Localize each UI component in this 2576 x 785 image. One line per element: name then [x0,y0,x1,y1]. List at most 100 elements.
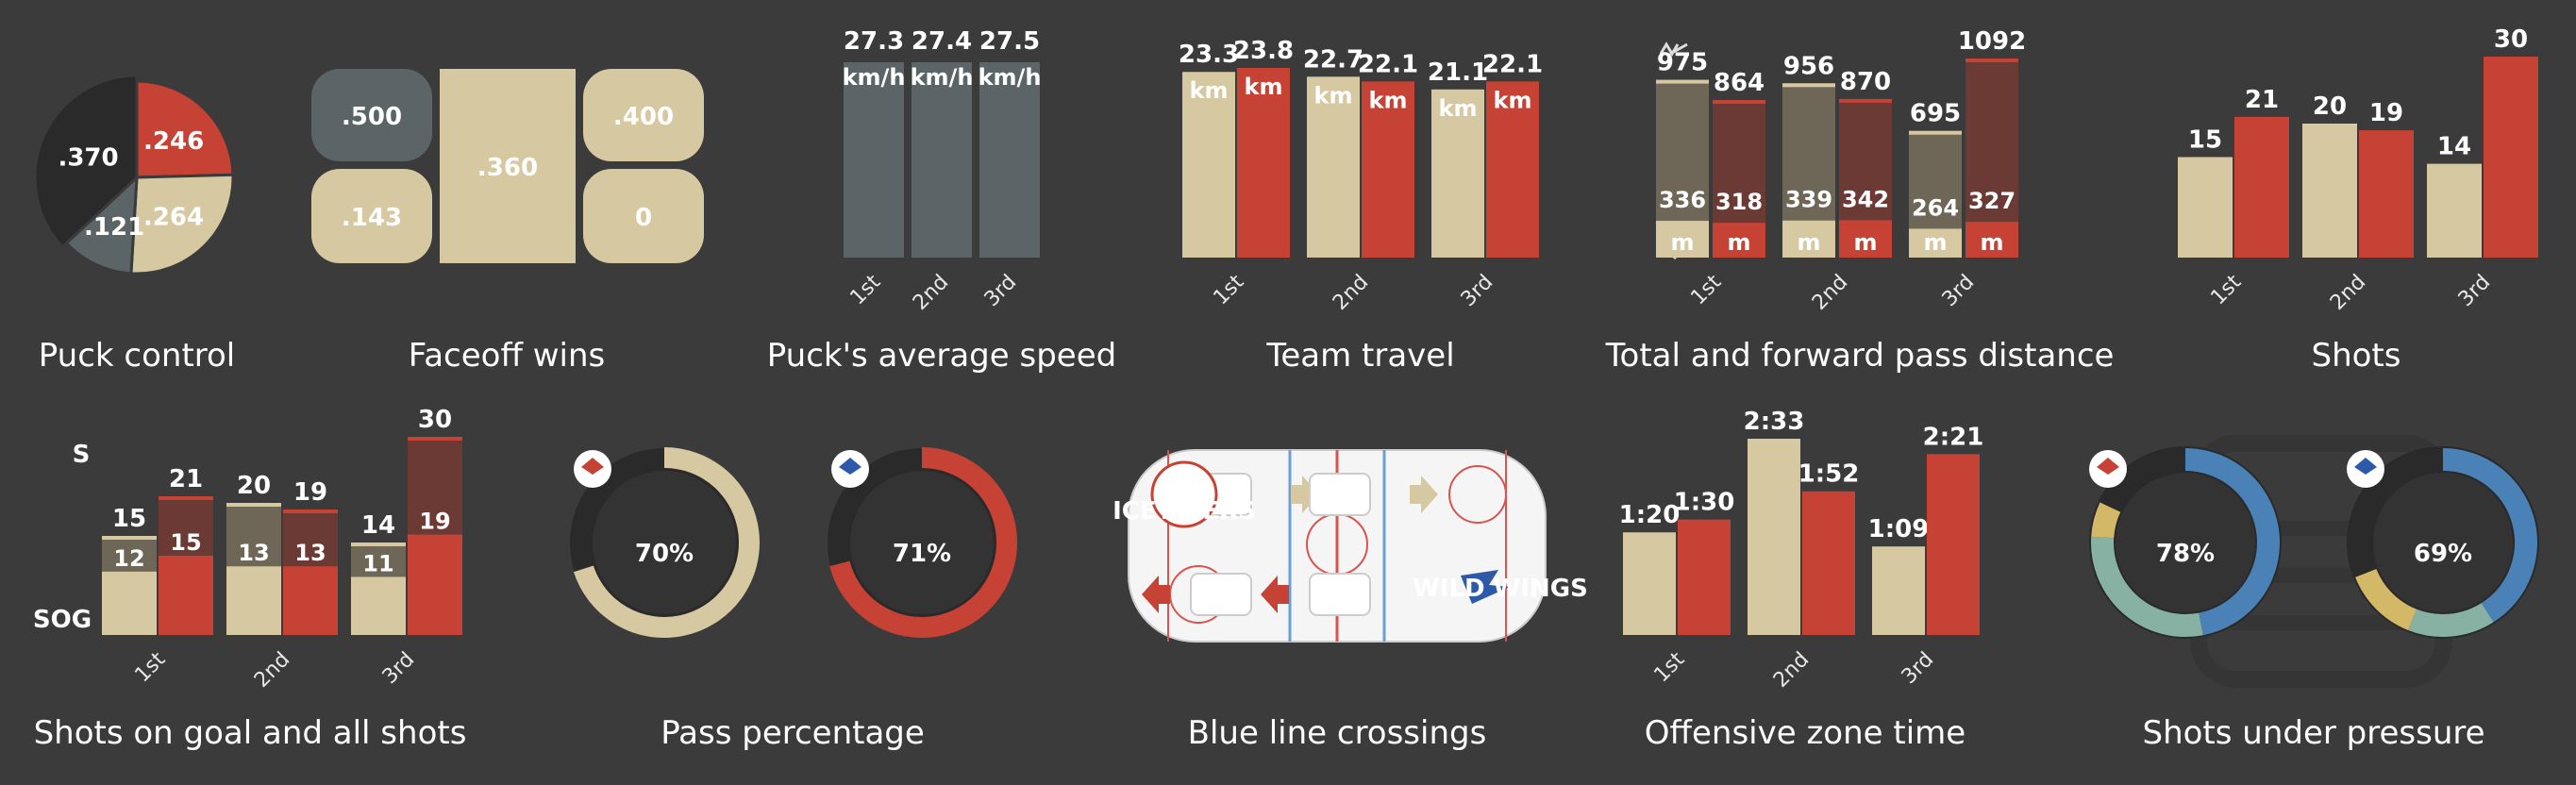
sog-shots-cap [351,543,406,546]
pass-forward-bar [1713,223,1765,258]
sog-goal-bar [283,566,338,635]
faceoff-cell-label: .143 [342,204,402,232]
shots-tick-label: 1st [2206,270,2246,309]
pass-unit-label: m [1853,229,1877,256]
pass-unit-label: m [1797,229,1820,256]
travel-value-label: 22.7 [1303,45,1363,74]
pass-forward-label: 342 [1842,186,1889,212]
travel-bar [1237,68,1290,258]
oz-bar [1802,491,1855,635]
pass-unit-label: m [1980,229,2003,256]
sog-shots-bar [283,509,338,567]
shots-value-label: 30 [2494,25,2528,54]
pass-total-cap [1965,58,2018,62]
pass-forward-bar [1839,220,1892,258]
oz-value-label: 2:33 [1744,408,1805,436]
sog-goal-bar [102,571,157,635]
oz-value-label: 1:09 [1868,515,1930,543]
travel-value-label: 21.1 [1428,58,1488,87]
pass-forward-bar [1656,221,1709,258]
shots-title: Shots [2312,337,2401,375]
logo-mark [839,458,861,475]
speed-tick-label: 2nd [909,271,953,315]
pass-total-bar [1965,58,2018,223]
pressure-ring-segment [2091,502,2121,539]
pass-total-cap [1909,130,1962,135]
pass-percentage-value: 70% [635,540,694,568]
pass-total-bar [1909,130,1962,229]
pass-total-cap [1656,79,1709,84]
pressure-ring-center [2373,473,2513,612]
sog-shots-bar [226,503,281,567]
shots-value-label: 14 [2437,133,2471,161]
pie-slice [64,174,139,276]
shots-bar [2484,57,2538,258]
oz-time-title: Offensive zone time [1645,714,1965,752]
pass-forward-bar [1965,222,2018,258]
sog-goal-label: 13 [238,540,269,566]
faceoff-cell [311,169,432,263]
pass-forward-label: 336 [1659,187,1706,213]
pie-slice [129,173,235,276]
pass-total-cap [1782,83,1835,88]
faceoff-wins-title: Faceoff wins [409,337,605,375]
speed-unit-label: km/h [911,64,974,91]
faceoff-cell-label: .500 [342,103,402,131]
faceoff-cell-label: 0 [635,204,652,232]
puck-speed-title: Puck's average speed [767,337,1116,375]
speed-tick-label: 1st [845,270,885,309]
pie-slice-label: .264 [143,203,204,231]
pass-ring-center [593,471,736,614]
sog-shots-cap [226,503,281,507]
travel-value-label: 22.1 [1358,50,1418,78]
pass-forward-label: 327 [1968,188,2016,214]
sog-goal-bar [408,534,462,635]
pie-slice-label: .370 [58,144,118,173]
travel-value-label: 22.1 [1482,50,1543,78]
pass-total-label: 870 [1840,68,1891,96]
blue-line-title: Blue line crossings [1188,714,1487,752]
sog-chart: S SOG 15 12 21 15 1st 20 13 19 13 2nd 14 11 30 19 3rd [33,406,462,693]
sog-goal-label: 13 [294,540,326,566]
oz-value-label: 2:21 [1923,423,1984,451]
pass-distance-title: Total and forward pass distance [1605,337,2115,375]
oz-bar [1872,546,1925,635]
sog-goal-label: 15 [170,529,201,556]
travel-unit-label: km [1369,87,1408,113]
shots-bar [2178,157,2233,258]
shots-chart: 15 21 1st 20 19 2nd 14 30 3rd [2178,25,2538,315]
oz-tick-label: 3rd [1898,648,1939,690]
oz-tick-label: 2nd [1769,648,1814,693]
pass-total-label: 975 [1657,49,1708,77]
pass-distance-chart: 975336m864318m1st956339m870342m2nd695264… [1656,27,2026,315]
sog-shots-cap [283,509,338,513]
pass-percentage-chart: 70% 71% [570,447,1017,638]
sog-goal-bar [351,576,406,635]
pass-total-label: 956 [1783,52,1834,80]
pressure-ring-segment [2091,536,2203,637]
home-logo-text: ICETIGERS [1112,497,1256,526]
pass-total-bar [1713,100,1765,224]
pass-percentage-title: Pass percentage [661,714,925,752]
puck-control-title: Puck control [39,337,236,375]
home-logo-badge [1150,460,1218,528]
travel-bar [1182,72,1235,258]
pressure-ring-segment [2099,448,2186,513]
pie-slice [33,74,139,249]
faceoff-cell [311,69,432,161]
speed-bar [844,62,904,258]
travel-unit-label: km [1190,77,1229,104]
travel-unit-label: km [1439,95,1478,122]
wild-wings-logo-icon [2347,450,2384,488]
sog-shots-cap [102,536,157,540]
sog-title: Shots on goal and all shots [34,714,467,752]
shots-bar [2427,163,2482,258]
sog-shots-label: 21 [169,465,203,493]
pressure-value: 78% [2156,540,2215,568]
faceoff-cell [583,69,704,161]
pass-forward-label: 339 [1785,187,1832,213]
crossing-count-box [1190,573,1252,616]
travel-bar [1431,89,1484,258]
shots-bar [2234,116,2289,259]
travel-value-label: 23.8 [1233,37,1294,65]
